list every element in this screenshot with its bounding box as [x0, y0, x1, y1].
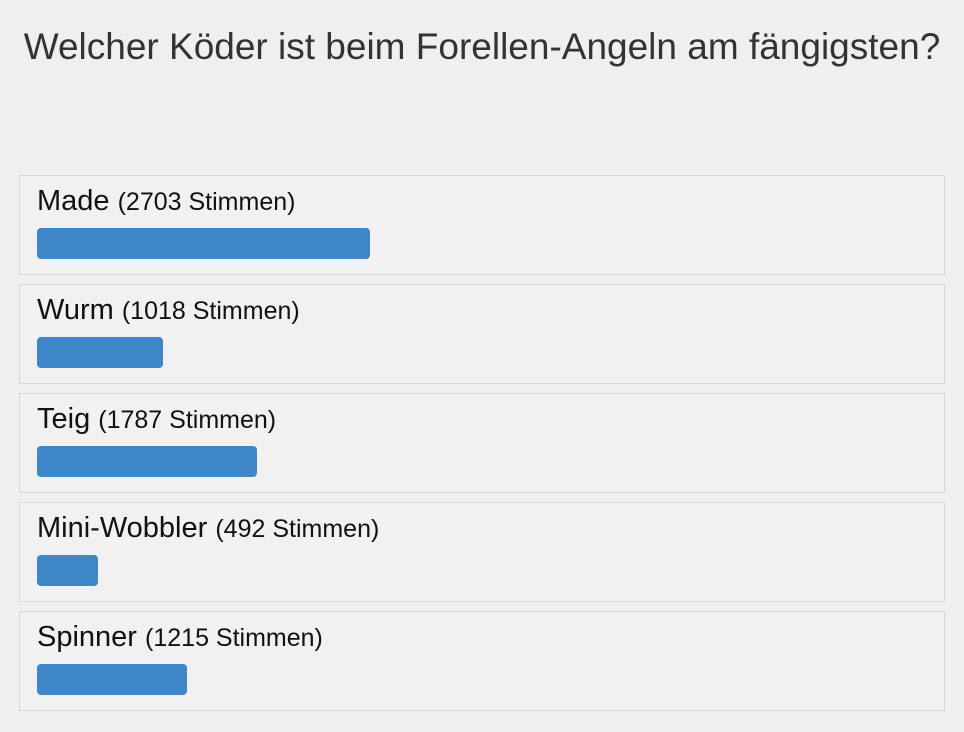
- bar-track: [37, 555, 927, 586]
- poll-option: Wurm (1018 Stimmen): [19, 284, 945, 384]
- option-vote-count: (1787 Stimmen): [98, 406, 277, 434]
- bar-fill: [37, 337, 163, 368]
- option-name: Mini-Wobbler: [37, 512, 208, 544]
- poll-option: Spinner (1215 Stimmen): [19, 611, 945, 711]
- bar-track: [37, 228, 927, 259]
- option-label: Teig (1787 Stimmen): [37, 403, 276, 436]
- poll-option: Teig (1787 Stimmen): [19, 393, 945, 493]
- option-label: Spinner (1215 Stimmen): [37, 621, 323, 654]
- option-vote-count: (1018 Stimmen): [121, 297, 300, 325]
- option-name: Spinner: [37, 621, 137, 653]
- bar-track: [37, 664, 927, 695]
- option-name: Wurm: [37, 294, 114, 326]
- bar-track: [37, 337, 927, 368]
- option-vote-count: (2703 Stimmen): [117, 188, 296, 216]
- poll-options: Made (2703 Stimmen) Wurm (1018 Stimmen) Te…: [19, 175, 945, 720]
- bar-fill: [37, 446, 257, 477]
- poll-option: Made (2703 Stimmen): [19, 175, 945, 275]
- option-label: Wurm (1018 Stimmen): [37, 294, 300, 327]
- option-name: Teig: [37, 403, 91, 435]
- bar-fill: [37, 664, 187, 695]
- option-label: Mini-Wobbler (492 Stimmen): [37, 512, 379, 545]
- bar-track: [37, 446, 927, 477]
- bar-fill: [37, 228, 370, 259]
- option-name: Made: [37, 185, 110, 217]
- option-vote-count: (1215 Stimmen): [145, 624, 323, 652]
- poll-title: Welcher Köder ist beim Forellen-Angeln a…: [23, 26, 941, 67]
- option-label: Made (2703 Stimmen): [37, 185, 295, 218]
- poll-option: Mini-Wobbler (492 Stimmen): [19, 502, 945, 602]
- bar-fill: [37, 555, 98, 586]
- option-vote-count: (492 Stimmen): [215, 515, 380, 543]
